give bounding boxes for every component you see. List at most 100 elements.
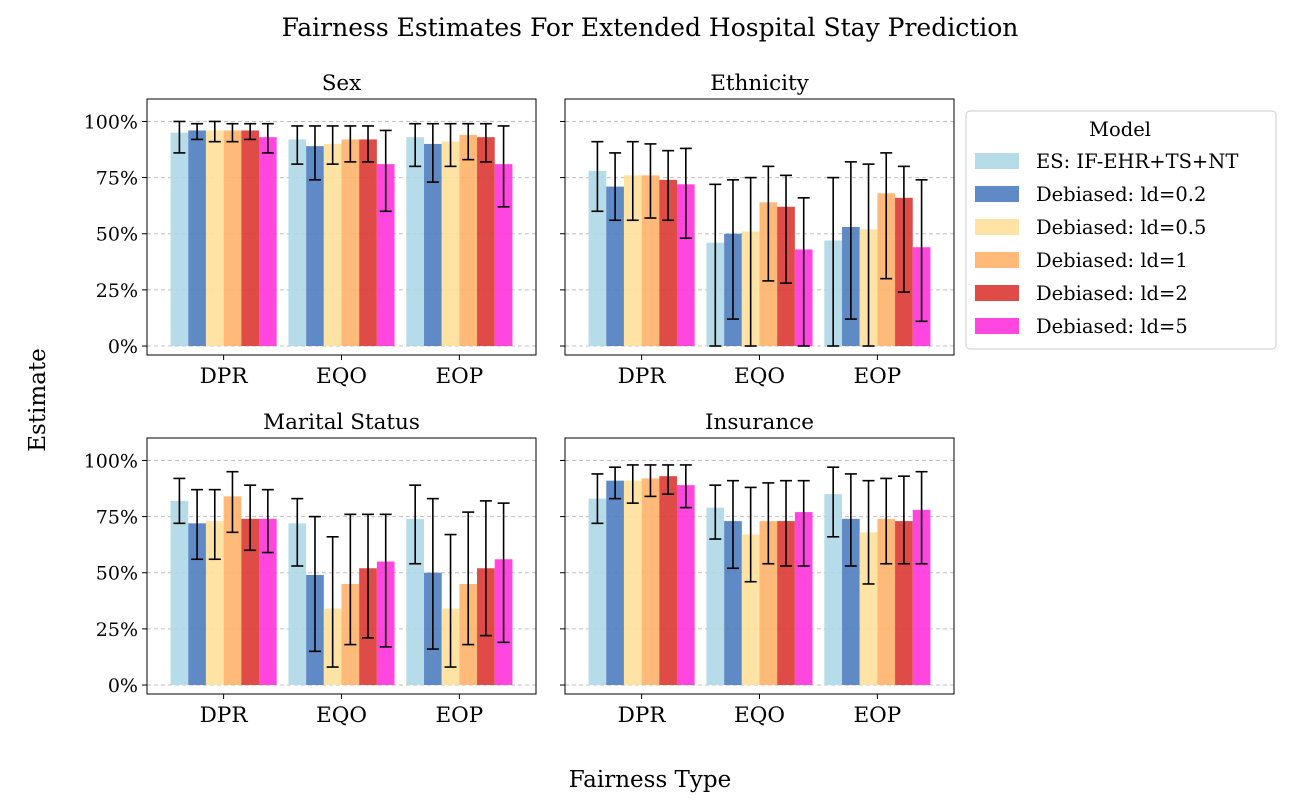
bar: [359, 139, 377, 347]
x-tick-label: EQO: [316, 703, 367, 728]
panel-title: Sex: [322, 71, 362, 96]
y-tick-label: 25%: [96, 280, 138, 302]
axes-frame: [564, 98, 955, 356]
x-tick-label: EOP: [853, 364, 901, 389]
panel-marital-status: 0% 25% 50% 75% 100% DPR EQO EOP Marital Status: [84, 410, 537, 728]
y-tick-label: 50%: [96, 563, 138, 585]
bar: [606, 186, 624, 347]
panels-group: 0% 25% 50% 75% 100% DPR EQO EOP Sex DPR EQO EOP Ethn…: [84, 71, 955, 728]
bar: [588, 498, 607, 686]
panel-ethnicity: DPR EQO EOP Ethnicity: [560, 71, 955, 389]
legend: Model ES: IF-EHR+TS+NT Debiased: ld=0.2 De…: [965, 110, 1277, 350]
bar: [223, 496, 242, 686]
bar: [477, 137, 495, 347]
y-tick-label: 25%: [96, 619, 138, 641]
x-tick-label: DPR: [618, 703, 667, 728]
bar: [588, 170, 607, 347]
legend-label: Debiased: ld=0.5: [1036, 216, 1206, 239]
x-tick-label: EOP: [435, 703, 483, 728]
legend-swatch: [975, 186, 1019, 202]
bar: [188, 130, 206, 347]
axes-frame: [146, 437, 537, 695]
bar: [376, 164, 395, 347]
y-tick-label: 100%: [84, 450, 138, 472]
legend-swatch: [975, 318, 1019, 334]
x-tick-label: EOP: [853, 703, 901, 728]
bar: [223, 130, 242, 347]
bar: [341, 139, 360, 347]
y-axis-label: Estimate: [25, 348, 51, 452]
bar: [258, 137, 277, 347]
bar: [606, 480, 624, 686]
legend-label: Debiased: ld=1: [1036, 249, 1188, 272]
bar: [323, 143, 342, 347]
bar: [623, 480, 642, 686]
axes-frame: [146, 98, 537, 356]
legend-label: Debiased: ld=5: [1036, 315, 1188, 338]
bar: [441, 141, 460, 347]
panel-title: Ethnicity: [710, 71, 809, 96]
bar: [258, 518, 277, 686]
legend-swatch: [975, 219, 1019, 235]
y-tick-label: 50%: [96, 224, 138, 246]
legend-label: Debiased: ld=2: [1036, 282, 1188, 305]
bar: [459, 134, 478, 347]
bar: [170, 132, 189, 347]
axes-frame: [564, 437, 955, 695]
x-tick-label: EQO: [734, 703, 785, 728]
y-tick-label: 75%: [96, 507, 138, 529]
bar: [777, 521, 795, 686]
bar: [241, 130, 259, 347]
bar: [241, 518, 259, 686]
bar: [842, 518, 860, 686]
bar: [288, 523, 307, 686]
bar: [623, 175, 642, 347]
bar: [641, 478, 660, 686]
bar: [895, 521, 913, 686]
bar: [205, 521, 224, 686]
bar: [877, 518, 896, 686]
bar: [824, 494, 843, 686]
bar: [288, 139, 307, 347]
bar: [659, 476, 677, 686]
x-tick-label: EOP: [435, 364, 483, 389]
x-tick-label: EQO: [734, 364, 785, 389]
legend-swatch: [975, 252, 1019, 268]
bar: [424, 143, 442, 347]
y-tick-label: 0%: [108, 675, 138, 697]
figure-title: Fairness Estimates For Extended Hospital…: [282, 13, 1019, 42]
bar: [659, 179, 677, 347]
x-axis-label: Fairness Type: [569, 767, 731, 793]
legend-swatch: [975, 285, 1019, 301]
bar: [759, 521, 778, 686]
bar: [912, 509, 931, 686]
legend-frame: [965, 110, 1277, 350]
bar: [494, 164, 513, 347]
x-tick-label: DPR: [618, 364, 667, 389]
bar: [706, 507, 725, 686]
x-tick-label: DPR: [200, 703, 249, 728]
legend-swatch: [975, 153, 1019, 169]
bar: [676, 485, 695, 686]
bar: [676, 184, 695, 347]
bar: [741, 534, 760, 686]
panel-title: Marital Status: [263, 410, 420, 435]
x-tick-label: DPR: [200, 364, 249, 389]
bar: [406, 518, 425, 686]
y-tick-label: 0%: [108, 336, 138, 358]
legend-label: ES: IF-EHR+TS+NT: [1036, 150, 1238, 173]
bar: [794, 512, 813, 686]
bar: [205, 130, 224, 347]
y-tick-label: 100%: [84, 111, 138, 133]
panel-sex: 0% 25% 50% 75% 100% DPR EQO EOP Sex: [84, 71, 537, 389]
bar: [724, 521, 742, 686]
bar: [859, 532, 878, 686]
bar: [188, 523, 206, 686]
y-tick-label: 75%: [96, 168, 138, 190]
bar: [170, 500, 189, 686]
legend-label: Debiased: ld=0.2: [1036, 183, 1206, 206]
panel-title: Insurance: [705, 410, 814, 435]
x-tick-label: EQO: [316, 364, 367, 389]
bar: [306, 146, 324, 347]
